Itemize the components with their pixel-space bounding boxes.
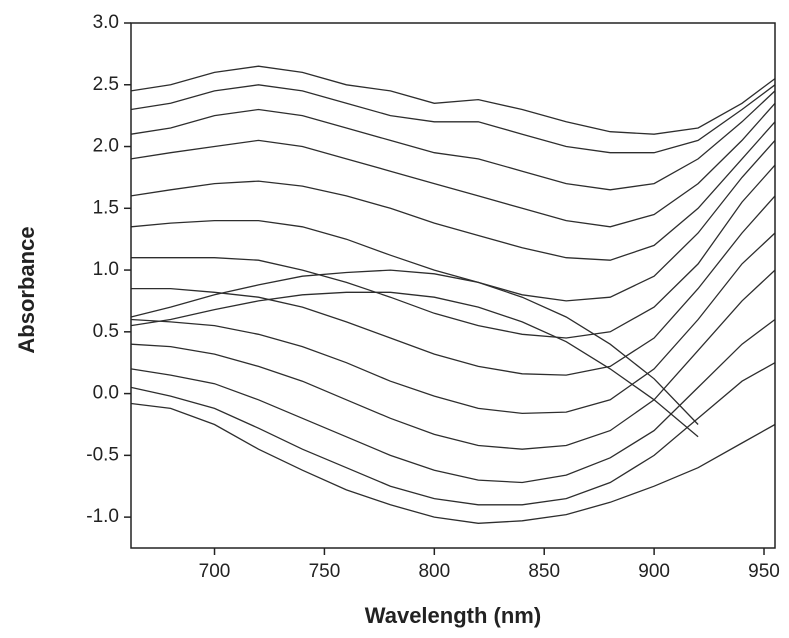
y-tick-label: 3.0: [93, 12, 119, 33]
x-tick-label: 700: [199, 561, 231, 582]
spectrum-line: [130, 318, 776, 484]
spectrum-line: [130, 139, 776, 302]
plot-frame: [130, 22, 776, 549]
spectrum-line: [130, 102, 776, 228]
spectrum-line: [131, 195, 776, 376]
x-axis-title: Wavelength (nm): [365, 603, 541, 628]
x-tick-label: 800: [418, 561, 450, 582]
spectrum-line: [130, 269, 699, 425]
y-tick-label: 1.5: [93, 197, 119, 218]
y-tick-label: 0.0: [93, 383, 119, 404]
y-tick-label: -1.0: [86, 506, 119, 527]
spectrum-line: [130, 65, 776, 135]
y-tick-label: 1.0: [93, 259, 119, 280]
spectrum-line: [130, 362, 776, 506]
y-tick-label: 2.5: [93, 74, 119, 95]
x-tick-label: 850: [528, 561, 560, 582]
spectrum-line: [130, 90, 776, 191]
spectrum-line: [131, 164, 776, 339]
spectrum-line: [130, 121, 776, 261]
y-tick-label: 2.0: [93, 136, 119, 157]
x-tick-label: 750: [309, 561, 341, 582]
x-tick-label: 950: [748, 561, 780, 582]
spectrum-line: [130, 291, 699, 438]
spectrum-line: [130, 84, 776, 154]
y-axis-title: Absorbance: [14, 226, 39, 353]
spectrum-line: [130, 269, 776, 450]
spectrum-line: [130, 232, 776, 415]
spectrum-line: [130, 402, 776, 524]
y-tick-label: -0.5: [86, 444, 119, 465]
y-tick-label: 0.5: [93, 321, 119, 342]
x-tick-label: 900: [638, 561, 670, 582]
